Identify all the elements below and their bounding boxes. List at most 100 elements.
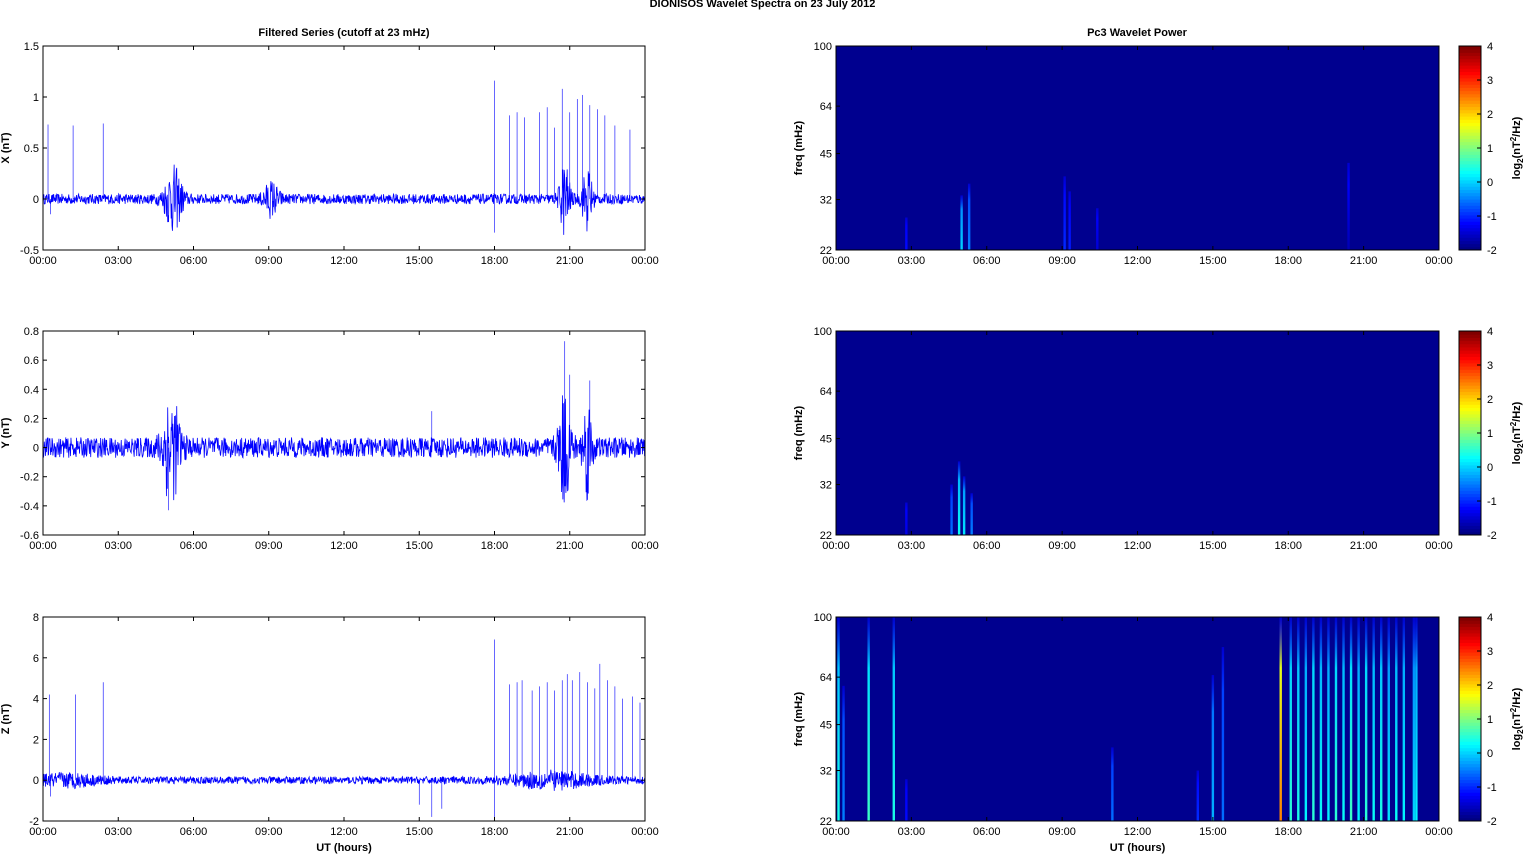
series-y-panel: -0.6 -0.4 -0.2 0 0.2 0.4 0.6 0.8 Y (nT) 00:00 03:0… <box>0 326 659 552</box>
spectrum-y-colorbar-cell-55 <box>1459 356 1481 361</box>
series-y-xtick-label-4: 12:00 <box>330 540 358 552</box>
series-y-plot-area <box>43 331 645 535</box>
spectrum-x-colorbar-cell-10 <box>1459 214 1481 219</box>
spectrum-x-colorbar-label: log2(nT2/Hz) <box>1509 116 1525 179</box>
series-y-xtick-label-7: 21:00 <box>556 540 584 552</box>
series-y-ytick-label-3: 0 <box>33 443 39 455</box>
series-x-ytick-label-0: -0.5 <box>20 245 39 257</box>
spectrum-y-colorbar-cell-28 <box>1459 442 1481 447</box>
spectrum-z-colorbar-cell-35 <box>1459 706 1481 710</box>
spectrum-y-colorbar-cell-5 <box>1459 515 1481 520</box>
spectrum-y-colorbar-cell-11 <box>1459 496 1481 501</box>
spectrum-x-colorbar-cell-34 <box>1459 138 1481 143</box>
spectrum-y-colorbar-cell-34 <box>1459 423 1481 428</box>
series-z-xtick-label-6: 18:00 <box>481 826 509 838</box>
series-x-ytick-label-1: 0 <box>33 194 39 206</box>
spectrum-y-background <box>836 331 1439 535</box>
spectrum-z-colorbar-cell-0 <box>1459 817 1481 822</box>
spectrum-y-colorbar-cell-52 <box>1459 366 1481 370</box>
spectrum-z-streak-12 <box>1304 617 1308 821</box>
spectrum-y-colorbar-cell-14 <box>1459 487 1481 491</box>
spectrum-x-background <box>836 46 1439 250</box>
series-x-xtick-label-0: 00:00 <box>29 255 57 267</box>
spectrum-y-colorbar-tick-label-6: 4 <box>1487 326 1493 338</box>
spectrum-z-colorbar-label-part-2: (nT <box>1511 712 1523 729</box>
spectrum-x-colorbar-cell-43 <box>1459 109 1481 114</box>
series-y-trace <box>42 395 646 503</box>
spectrum-y-colorbar-cell-1 <box>1459 528 1481 533</box>
series-y-xtick-label-5: 15:00 <box>405 540 433 552</box>
spectrum-y-colorbar-cell-56 <box>1459 353 1481 357</box>
spectrum-z-colorbar-cell-34 <box>1459 709 1481 714</box>
spectrum-x-colorbar-cell-27 <box>1459 160 1481 165</box>
spectrum-x-colorbar-cell-32 <box>1459 144 1481 149</box>
spectrum-z-streak-1 <box>842 685 845 821</box>
spectrum-z-colorbar-cell-28 <box>1459 728 1481 733</box>
spectrum-x-colorbar-cell-24 <box>1459 170 1481 174</box>
spectrum-y-colorbar-cell-8 <box>1459 506 1481 510</box>
spectrum-y-colorbar-cell-25 <box>1459 452 1481 456</box>
spectrum-y-streak-3 <box>962 476 966 535</box>
spectrum-z-colorbar-cell-19 <box>1459 757 1481 761</box>
spectrum-z-xtick-label-7: 21:00 <box>1350 826 1378 838</box>
figure-title: DIONISOS Wavelet Spectra on 23 July 2012 <box>649 0 876 10</box>
spectrum-y-colorbar-tick-label-2: 0 <box>1487 462 1493 474</box>
spectrum-x-colorbar-cell-31 <box>1459 148 1481 152</box>
spectrum-z-colorbar-cell-15 <box>1459 770 1481 774</box>
spectrum-z-colorbar-label: log2(nT2/Hz) <box>1509 687 1525 750</box>
spectrum-z-colorbar-cell-45 <box>1459 674 1481 679</box>
spectrum-z-colorbar-cell-37 <box>1459 699 1481 704</box>
spectrum-z-colorbar-cell-32 <box>1459 715 1481 720</box>
spectrum-y-xtick-label-6: 18:00 <box>1274 540 1302 552</box>
spectrum-x-xtick-label-4: 12:00 <box>1124 255 1152 267</box>
spectrum-z-colorbar-cell-39 <box>1459 693 1481 698</box>
spectrum-y-xtick-label-4: 12:00 <box>1124 540 1152 552</box>
spectrum-z-colorbar-cell-33 <box>1459 712 1481 717</box>
spectrum-z-colorbar-cell-52 <box>1459 652 1481 656</box>
spectrum-x-xtick-label-5: 15:00 <box>1199 255 1227 267</box>
spectrum-x-colorbar-cell-58 <box>1459 61 1481 66</box>
spectrum-y-colorbar-label-part-2: (nT <box>1511 426 1523 443</box>
spectrum-z-xtick-label-8: 00:00 <box>1425 826 1453 838</box>
spectrum-y-colorbar-cell-9 <box>1459 503 1481 507</box>
spectrum-x-colorbar-label-part-2: (nT <box>1511 141 1523 158</box>
series-z-ytick-label-4: 6 <box>33 653 39 665</box>
spectrum-y-colorbar-cell-38 <box>1459 410 1481 415</box>
spectrum-x-colorbar-cell-25 <box>1459 167 1481 171</box>
spectrum-y-ytick-label-0: 22 <box>820 530 832 542</box>
spectrum-z-colorbar-tick-label-3: 1 <box>1487 714 1493 726</box>
spectrum-x-colorbar-cell-1 <box>1459 243 1481 248</box>
spectrum-x-streak-2 <box>967 183 971 250</box>
series-y-xtick-label-3: 09:00 <box>255 540 283 552</box>
spectrum-y-colorbar-cell-40 <box>1459 404 1481 408</box>
spectrum-x-ytick-label-3: 64 <box>820 101 832 113</box>
series-y-xtick-label-1: 03:00 <box>104 540 132 552</box>
spectrum-y-streak-2 <box>957 461 961 535</box>
spectrum-x-colorbar-cell-9 <box>1459 218 1481 222</box>
spectrum-y-colorbar-cell-15 <box>1459 484 1481 488</box>
spectrum-y-colorbar-cell-31 <box>1459 433 1481 437</box>
spectrum-x-ytick-label-1: 32 <box>820 195 832 207</box>
series-y-ytick-label-0: -0.6 <box>20 530 39 542</box>
series-y-ytick-label-7: 0.8 <box>24 326 39 338</box>
spectrum-y-colorbar-label-part-1: 2 <box>1516 443 1525 448</box>
spectrum-z-colorbar-tick-label-6: 4 <box>1487 612 1493 624</box>
spectrum-z-colorbar-cell-16 <box>1459 766 1481 771</box>
series-z-xtick-label-2: 06:00 <box>180 826 208 838</box>
spectrum-z-colorbar-cell-50 <box>1459 658 1481 663</box>
spectrum-y-ytick-label-1: 32 <box>820 480 832 492</box>
spectrum-y-colorbar-label-part-4: /Hz) <box>1511 401 1523 422</box>
spectrum-z-streak-14 <box>1319 617 1323 821</box>
spectrum-y-colorbar-cell-37 <box>1459 413 1481 418</box>
spectrum-z-ytick-label-1: 32 <box>820 766 832 778</box>
spectrum-y-colorbar-cell-49 <box>1459 375 1481 380</box>
spectrum-z-colorbar-tick-label-4: 2 <box>1487 680 1493 692</box>
spectrum-y-colorbar-cell-42 <box>1459 397 1481 402</box>
spectrum-z-colorbar-cell-3 <box>1459 808 1481 812</box>
spectrum-z-xtick-label-3: 09:00 <box>1048 826 1076 838</box>
spectrum-x-colorbar-cell-28 <box>1459 157 1481 162</box>
series-y-xtick-label-8: 00:00 <box>631 540 659 552</box>
